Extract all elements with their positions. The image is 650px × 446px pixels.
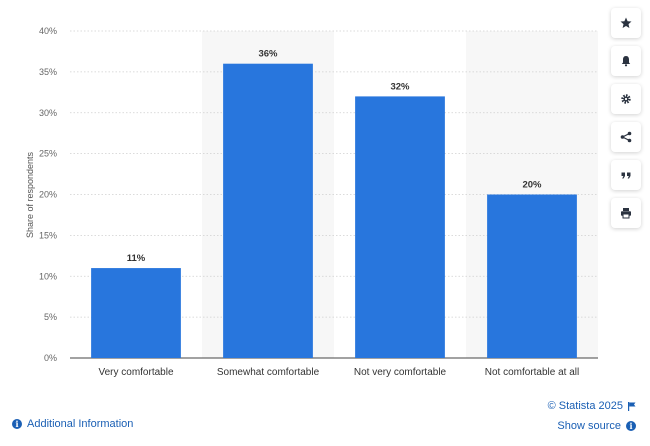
data-label: 32% [390,81,410,92]
info-icon: i [12,419,22,429]
y-axis-label: Share of respondents [25,151,35,238]
x-tick-label: Somewhat comfortable [217,367,320,378]
y-tick-label: 35% [39,67,57,77]
y-tick-label: 30% [39,108,57,118]
bell-icon [621,56,631,67]
additional-information-label: Additional Information [27,418,134,430]
star-icon [620,17,632,28]
x-tick-label: Not very comfortable [354,367,447,378]
y-tick-label: 15% [39,230,57,240]
y-tick-label: 0% [44,353,57,363]
notification-button[interactable] [611,46,641,76]
y-tick-label: 10% [39,271,57,281]
data-label: 11% [127,253,146,264]
data-label: 36% [258,49,278,60]
bar-4 [487,194,577,358]
gear-icon [621,94,631,104]
y-tick-label: 25% [39,149,57,159]
x-tick-label: Very comfortable [98,367,173,378]
info-icon: i [626,421,636,431]
footer-right: © Statista 2025 Show source i [548,400,636,432]
data-label: 20% [522,180,542,191]
statista-copyright-link[interactable]: © Statista 2025 [548,400,636,412]
y-tick-label: 40% [39,26,57,36]
additional-information-link[interactable]: i Additional Information [12,418,133,430]
favorite-button[interactable] [611,8,641,38]
bar-1 [91,268,181,358]
flag-icon [628,401,636,411]
cite-button[interactable] [611,160,641,190]
copyright-label: © Statista 2025 [547,400,623,412]
settings-button[interactable] [611,84,641,114]
y-tick-label: 20% [39,190,57,200]
show-source-link[interactable]: Show source i [548,420,636,432]
show-source-label: Show source [557,420,621,432]
bar-2 [223,63,313,358]
print-icon [621,208,631,219]
print-button[interactable] [611,198,641,228]
x-tick-label: Not comfortable at all [485,367,580,378]
chart-toolbar [611,8,643,236]
share-icon [620,131,632,143]
bar-chart: 0% 5% 10% 15% 20% 25% 30% 35% 40% Very comfortab… [25,26,598,378]
quote-icon [621,172,631,179]
bar-3 [355,96,445,359]
y-tick-label: 5% [44,312,57,322]
share-button[interactable] [611,122,641,152]
